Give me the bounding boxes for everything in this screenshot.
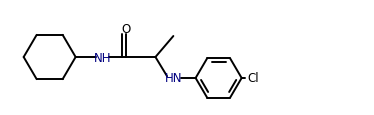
Text: HN: HN [165, 72, 182, 85]
Text: NH: NH [94, 51, 111, 64]
Text: Cl: Cl [247, 72, 258, 85]
Text: O: O [121, 23, 131, 36]
